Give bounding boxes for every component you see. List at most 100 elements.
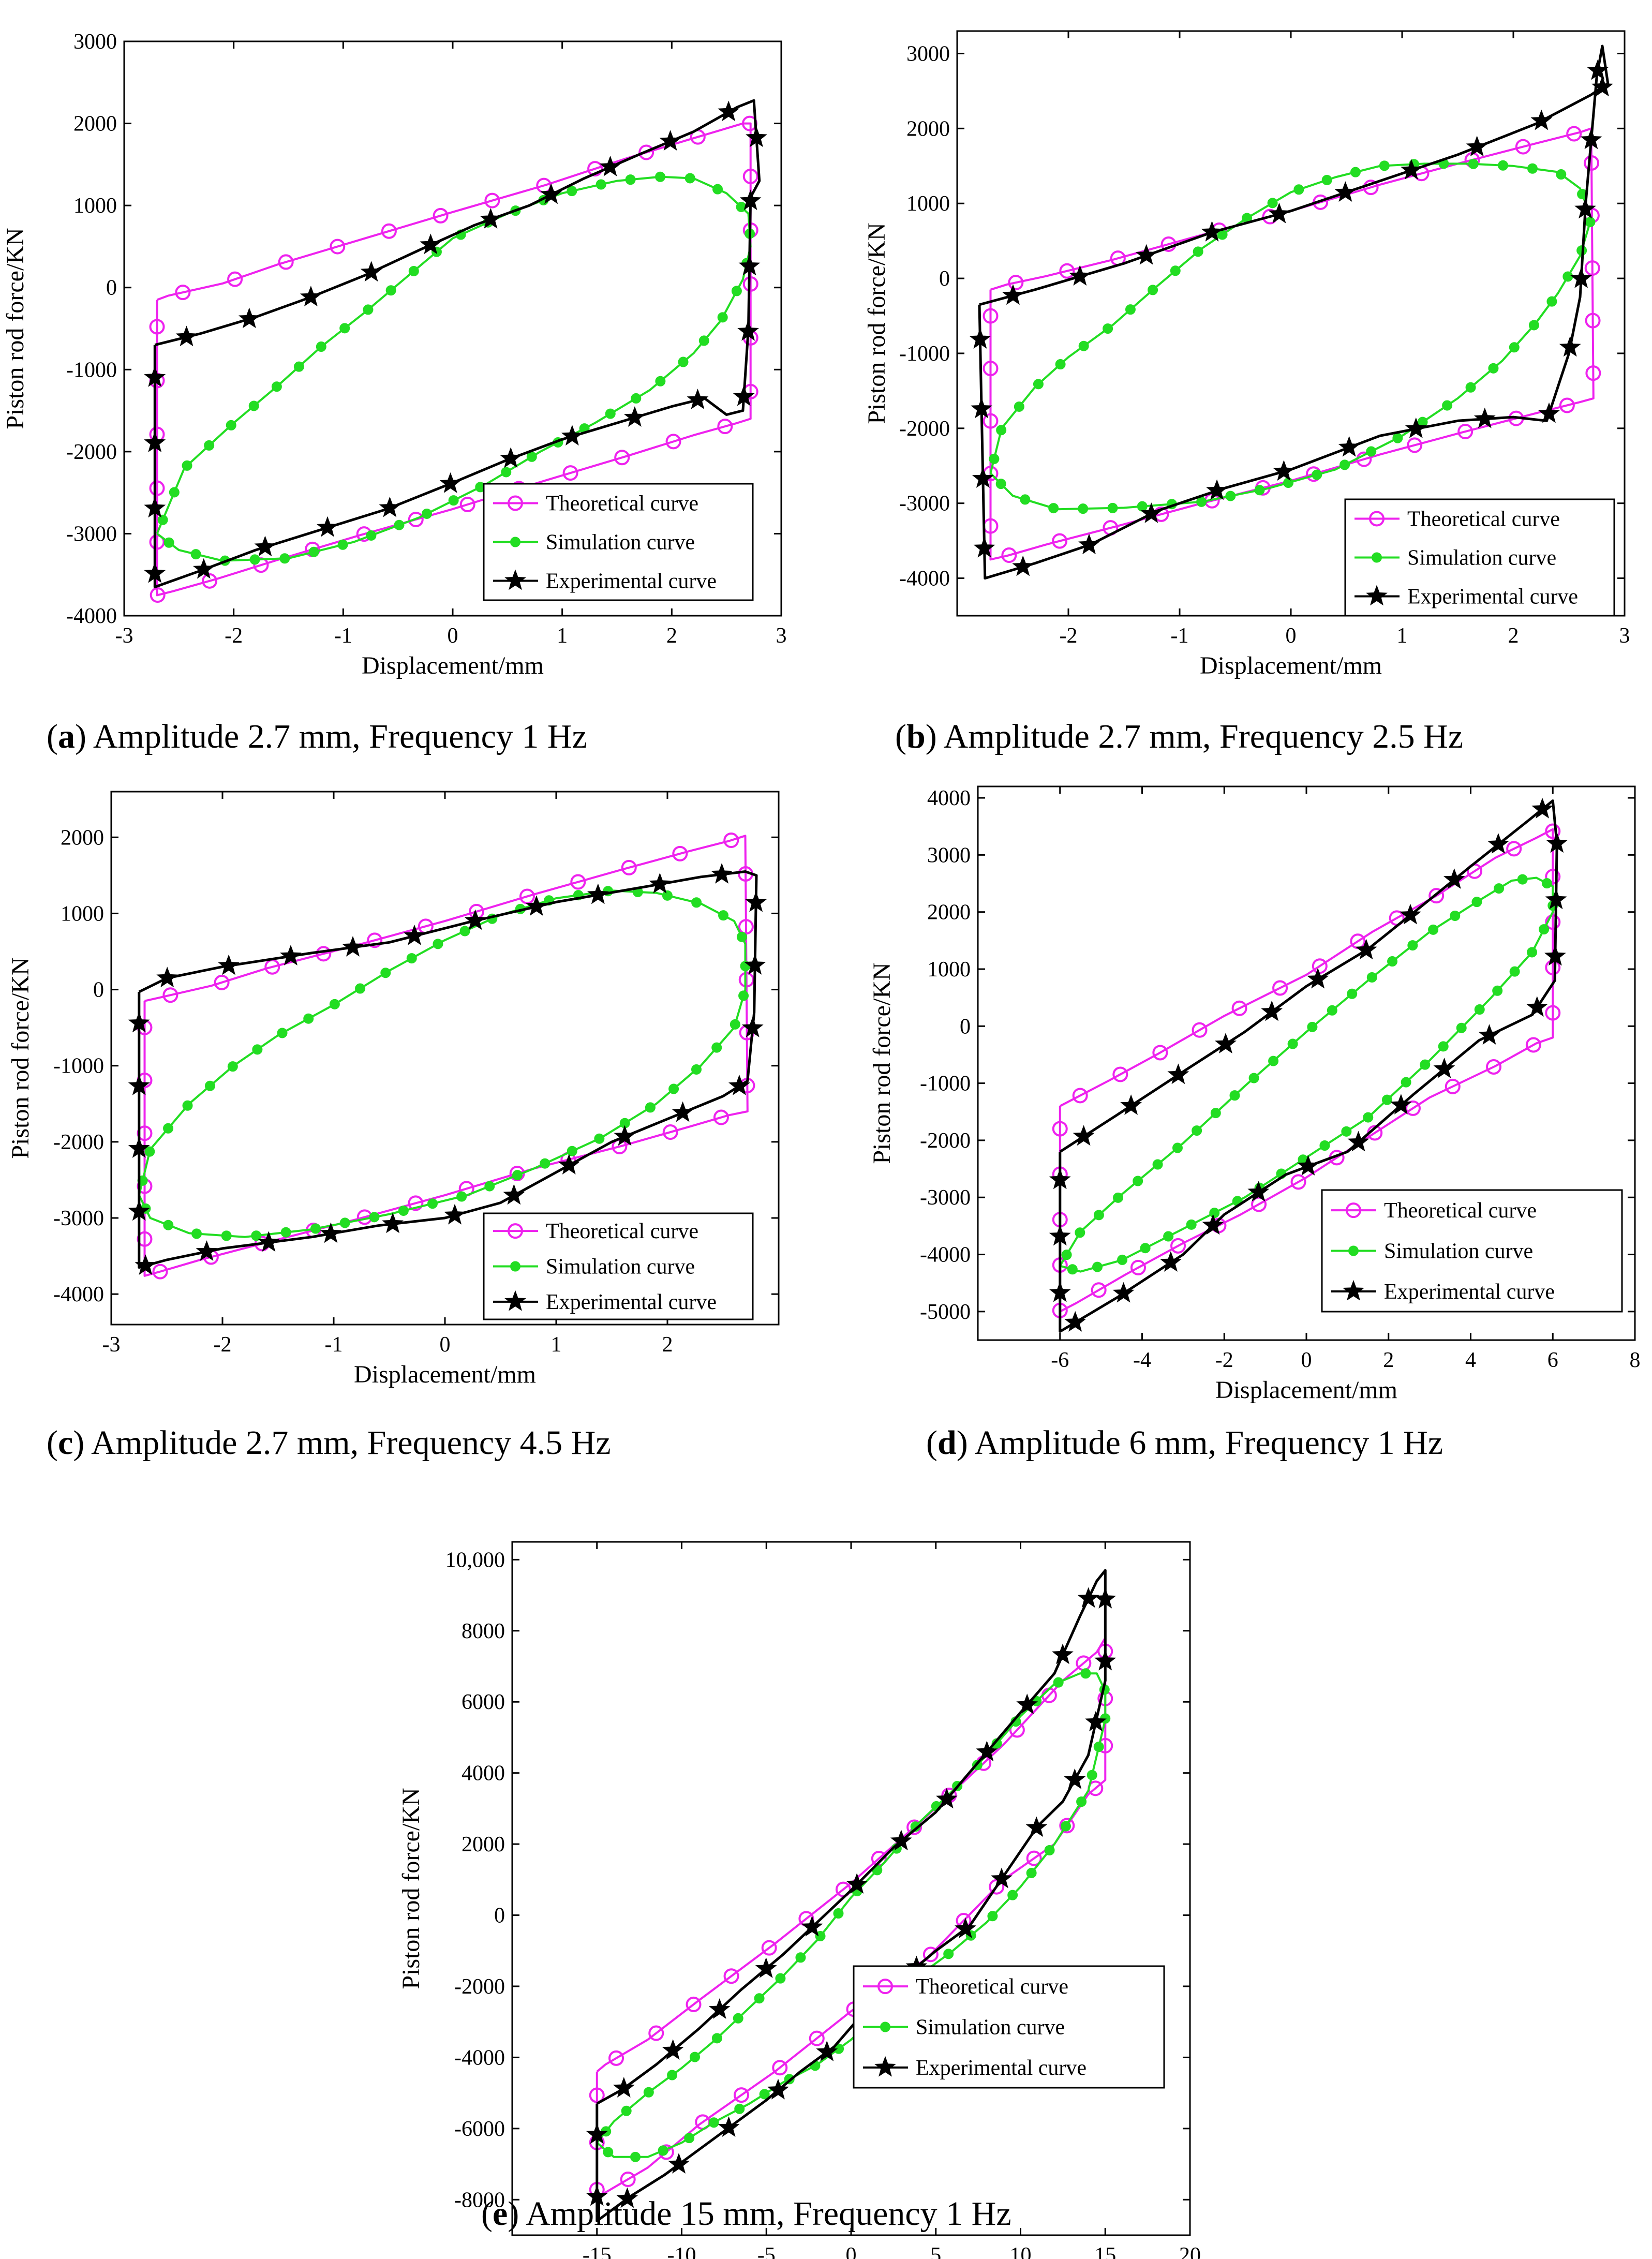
caption-text: Amplitude 15 mm, Frequency 1 Hz — [526, 2195, 1011, 2233]
data-point — [214, 974, 230, 990]
data-point — [991, 1867, 1013, 1889]
y-tick-label: 2000 — [61, 826, 104, 850]
data-point — [620, 2171, 636, 2187]
data-point — [711, 1042, 722, 1053]
data-point — [691, 897, 702, 908]
data-point — [1225, 491, 1236, 501]
x-tick-label: 8 — [1630, 1348, 1641, 1372]
data-point — [204, 1080, 215, 1091]
caption-letter: c — [58, 1424, 73, 1462]
data-point — [339, 1217, 350, 1228]
data-point — [280, 945, 302, 965]
y-tick-label: -4000 — [53, 1283, 104, 1306]
data-point — [643, 2087, 654, 2098]
data-point — [1072, 1088, 1088, 1104]
data-point — [1268, 1056, 1279, 1066]
caption-close-paren: ) — [957, 1424, 975, 1462]
data-point — [1559, 336, 1581, 357]
x-tick-label: -1 — [325, 1333, 343, 1357]
caption-letter: a — [58, 718, 75, 755]
data-point — [1186, 1219, 1197, 1230]
data-point — [649, 872, 671, 894]
data-point — [1103, 323, 1113, 334]
data-point — [746, 126, 767, 147]
caption-text: Amplitude 2.7 mm, Frequency 4.5 Hz — [91, 1424, 611, 1462]
data-point — [1001, 547, 1017, 563]
data-point — [1077, 1587, 1099, 1608]
data-point — [678, 356, 689, 367]
data-point — [144, 1146, 155, 1157]
data-point — [1456, 1022, 1467, 1033]
data-point — [1193, 246, 1203, 257]
data-point — [906, 1819, 922, 1835]
data-point — [1020, 494, 1031, 505]
data-point — [745, 891, 767, 912]
data-point — [616, 2187, 638, 2208]
data-point — [1506, 841, 1522, 857]
data-point — [599, 155, 621, 176]
data-point — [587, 161, 603, 177]
legend-marker — [508, 495, 523, 511]
data-point — [1381, 1094, 1392, 1105]
data-point — [871, 1850, 887, 1866]
data-point — [655, 171, 666, 182]
data-point — [394, 519, 405, 530]
data-point — [570, 874, 586, 890]
data-point — [754, 1993, 765, 2004]
data-point — [1049, 1168, 1071, 1190]
data-point — [736, 931, 747, 942]
data-point — [1541, 878, 1552, 889]
data-point — [1192, 1022, 1208, 1038]
data-point — [755, 1957, 777, 1978]
legend-label: Experimental curve — [1407, 585, 1578, 609]
legend-marker — [877, 1979, 893, 1995]
x-tick-label: -2 — [225, 624, 243, 648]
data-point — [1527, 947, 1538, 958]
legend-marker — [1366, 585, 1388, 606]
data-point — [355, 983, 366, 994]
data-point — [192, 558, 215, 579]
x-tick-label: -5 — [757, 2243, 776, 2259]
x-axis-label: Displacement/mm — [1215, 1376, 1397, 1404]
caption-text: Amplitude 2.7 mm, Frequency 1 Hz — [93, 718, 587, 755]
data-point — [1209, 1208, 1220, 1218]
data-point — [718, 910, 729, 921]
data-point — [1387, 956, 1398, 967]
data-point — [1196, 496, 1207, 507]
series-line — [1059, 876, 1554, 1273]
caption-close-paren: ) — [75, 718, 93, 755]
data-point — [686, 1996, 702, 2012]
data-point — [1078, 503, 1089, 514]
data-point — [623, 406, 646, 427]
y-tick-label: -2000 — [53, 1131, 104, 1154]
legend-label: Theoretical curve — [546, 492, 698, 516]
data-point — [316, 946, 332, 962]
data-point — [1140, 1243, 1151, 1254]
y-tick-label: 3000 — [927, 843, 971, 867]
data-point — [317, 516, 338, 537]
data-point — [1076, 1796, 1087, 1807]
y-tick-label: -4000 — [454, 2046, 505, 2070]
data-point — [337, 539, 348, 550]
x-tick-label: 3 — [776, 624, 787, 648]
x-tick-label: -15 — [583, 2243, 612, 2259]
data-point — [1073, 1125, 1095, 1146]
data-point — [1545, 869, 1561, 885]
data-point — [360, 261, 382, 282]
y-axis-label: Piston rod force/KN — [863, 222, 890, 424]
data-point — [149, 480, 165, 496]
data-point — [308, 546, 319, 557]
data-point — [1321, 174, 1332, 185]
data-point — [1580, 128, 1602, 150]
data-point — [712, 184, 723, 195]
data-point — [1566, 126, 1582, 142]
data-point — [279, 553, 290, 564]
data-point — [433, 939, 443, 949]
data-point — [698, 335, 709, 346]
legend: Theoretical curve Simulation curve Experim… — [1321, 1189, 1623, 1313]
series-line — [1059, 828, 1554, 1313]
x-tick-label: -6 — [1051, 1348, 1069, 1372]
data-point — [558, 1154, 580, 1175]
data-point — [310, 1223, 321, 1234]
data-point — [1052, 1121, 1068, 1137]
